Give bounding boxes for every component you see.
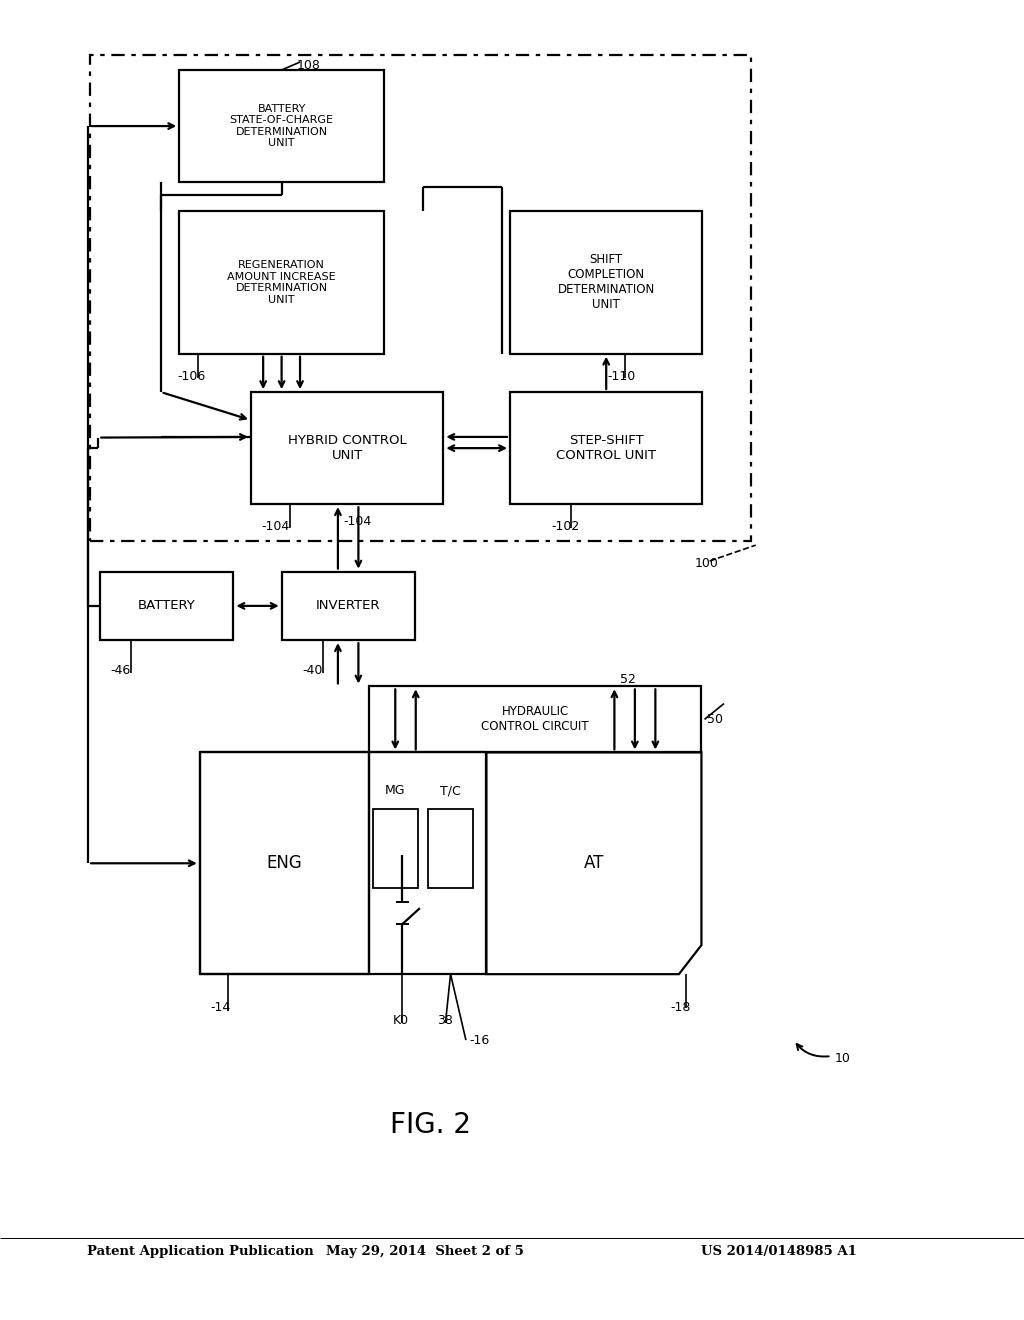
Text: K0: K0 [392,1014,409,1027]
Text: SHIFT
COMPLETION
DETERMINATION
UNIT: SHIFT COMPLETION DETERMINATION UNIT [558,253,654,312]
Bar [369,686,701,752]
Text: MG: MG [385,784,406,797]
Text: -104: -104 [261,520,290,533]
Text: HYBRID CONTROL
UNIT: HYBRID CONTROL UNIT [288,434,407,462]
Bar [200,752,369,974]
Text: -104: -104 [343,515,372,528]
Text: HYDRAULIC
CONTROL CIRCUIT: HYDRAULIC CONTROL CIRCUIT [481,705,589,734]
Text: -16: -16 [469,1034,489,1047]
Text: REGENERATION
AMOUNT INCREASE
DETERMINATION
UNIT: REGENERATION AMOUNT INCREASE DETERMINATI… [227,260,336,305]
Text: -110: -110 [607,370,636,383]
Text: -18: -18 [671,1001,691,1014]
Text: -14: -14 [210,1001,230,1014]
Text: 38: 38 [437,1014,454,1027]
Bar [251,392,443,504]
Text: 50: 50 [707,713,723,726]
Bar [282,572,415,640]
Bar [179,211,384,354]
Text: ENG: ENG [266,854,302,873]
Text: BATTERY: BATTERY [138,599,196,612]
Text: -106: -106 [177,370,206,383]
Bar [510,211,702,354]
Text: Patent Application Publication: Patent Application Publication [87,1245,313,1258]
Bar [90,55,751,541]
Bar [373,809,418,888]
Text: -46: -46 [111,664,131,677]
Text: 108: 108 [297,59,321,73]
Bar [179,70,384,182]
Text: 52: 52 [620,673,636,686]
Text: T/C: T/C [440,784,461,797]
Bar [100,572,233,640]
Bar [428,809,473,888]
Text: STEP-SHIFT
CONTROL UNIT: STEP-SHIFT CONTROL UNIT [556,434,656,462]
Text: 100: 100 [694,557,718,570]
Text: US 2014/0148985 A1: US 2014/0148985 A1 [701,1245,857,1258]
Text: BATTERY
STATE-OF-CHARGE
DETERMINATION
UNIT: BATTERY STATE-OF-CHARGE DETERMINATION UN… [229,104,334,148]
Text: -40: -40 [302,664,323,677]
Text: AT: AT [584,854,604,873]
Text: INVERTER: INVERTER [316,599,380,612]
Text: 10: 10 [835,1052,851,1065]
Polygon shape [486,752,701,974]
Text: -102: -102 [551,520,580,533]
Bar [510,392,702,504]
Text: FIG. 2: FIG. 2 [389,1110,471,1139]
Text: May 29, 2014  Sheet 2 of 5: May 29, 2014 Sheet 2 of 5 [326,1245,524,1258]
